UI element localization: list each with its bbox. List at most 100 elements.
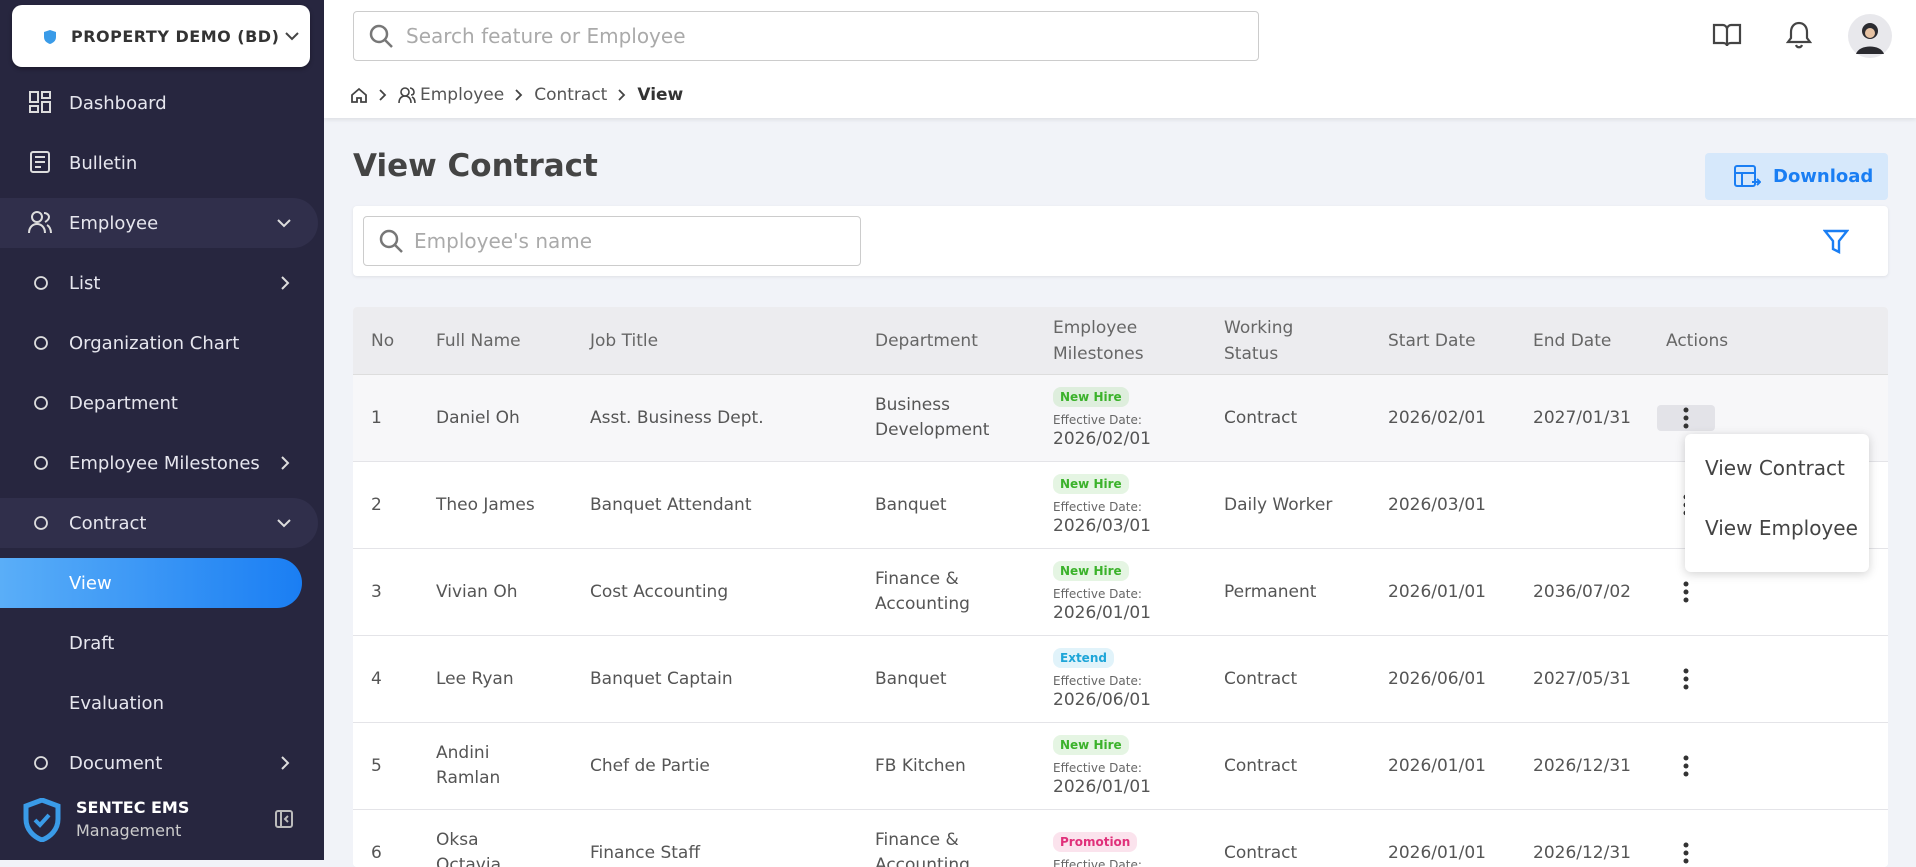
company-logo	[44, 30, 56, 44]
milestone-tag: Promotion	[1053, 832, 1138, 852]
menu-item[interactable]: Bulletin	[0, 138, 318, 188]
menu-label: Draft	[69, 632, 115, 654]
main: Search feature or Employee Employee Contr…	[324, 0, 1916, 867]
cell-department: Banquet	[875, 494, 947, 515]
milestone-tag: New Hire	[1053, 474, 1129, 494]
actions-dropdown: View Contract View Employee	[1685, 434, 1869, 572]
employee-search[interactable]: Employee's name	[363, 216, 861, 266]
app-name: SENTEC EMS	[76, 798, 190, 817]
effective-label: Effective Date:	[1053, 413, 1142, 427]
global-search[interactable]: Search feature or Employee	[353, 11, 1259, 61]
menu-item[interactable]: Draft	[0, 618, 318, 668]
effective-label: Effective Date:	[1053, 858, 1142, 867]
menu-item[interactable]: View	[0, 558, 302, 608]
actions-button[interactable]	[1657, 579, 1715, 605]
notification-button[interactable]	[1786, 20, 1812, 50]
menu-item[interactable]: Document	[0, 738, 318, 788]
sidebar: PROPERTY DEMO (BD) Dashboard Bulletin Empl…	[0, 0, 324, 860]
breadcrumb: Employee Contract View	[350, 83, 683, 107]
cell-name: Lee Ryan	[436, 668, 514, 689]
breadcrumb-item: View	[637, 85, 684, 105]
menu-bullet	[34, 456, 48, 470]
menu-item[interactable]: List	[0, 258, 318, 308]
column-header: Start Date	[1388, 330, 1476, 351]
breadcrumb-item[interactable]: Employee	[420, 85, 505, 105]
cell-end: 2027/01/31	[1533, 408, 1631, 428]
kebab-icon	[1683, 668, 1689, 690]
effective-date: 2026/06/01	[1053, 690, 1151, 710]
actions-button[interactable]	[1657, 840, 1715, 866]
effective-label: Effective Date:	[1053, 500, 1142, 514]
menu-bullet	[34, 396, 48, 410]
cell-start: 2026/01/01	[1388, 843, 1486, 863]
table-row: 2 Theo James Banquet Attendant Banquet New H…	[353, 462, 1888, 549]
cell-department: Finance & Accounting	[875, 569, 970, 614]
menu-icon	[29, 91, 51, 113]
user-avatar[interactable]	[1848, 14, 1892, 58]
milestone-tag: New Hire	[1053, 387, 1129, 407]
effective-date: 2026/01/01	[1053, 603, 1151, 623]
menu-label: Document	[69, 752, 163, 774]
cell-end: 2036/07/02	[1533, 582, 1631, 602]
cell-milestone: New Hire Effective Date: 2026/03/01	[1053, 462, 1151, 548]
download-label: Download	[1773, 166, 1874, 187]
breadcrumb-separator	[515, 89, 523, 101]
cell-end: 2027/05/31	[1533, 669, 1631, 689]
menu-item[interactable]: Employee	[0, 198, 318, 248]
filter-button[interactable]	[1823, 228, 1849, 256]
search-placeholder: Search feature or Employee	[406, 24, 686, 48]
dropdown-item[interactable]: View Contract	[1705, 456, 1845, 480]
cell-status: Permanent	[1224, 582, 1317, 602]
home-icon[interactable]	[350, 86, 368, 104]
collapse-button[interactable]	[275, 810, 293, 828]
chevron-down	[277, 519, 291, 528]
dropdown-item[interactable]: View Employee	[1705, 516, 1858, 540]
top-header: Search feature or Employee Employee Contr…	[324, 0, 1916, 118]
column-header: Full Name	[436, 330, 521, 351]
effective-date: 2026/02/01	[1053, 429, 1151, 449]
cell-start: 2026/06/01	[1388, 669, 1486, 689]
menu-bullet	[34, 276, 48, 290]
column-header: Working Status	[1224, 317, 1294, 364]
company-selector[interactable]: PROPERTY DEMO (BD)	[12, 5, 310, 67]
contract-table: No Full Name Job Title Department Employee M…	[353, 307, 1888, 867]
cell-status: Contract	[1224, 843, 1298, 863]
actions-button[interactable]	[1657, 753, 1715, 779]
menu-bullet	[34, 756, 48, 770]
cell-name: Oksa Octavia	[436, 830, 502, 867]
cell-job: Chef de Partie	[590, 755, 710, 776]
menu-label: Employee	[69, 212, 159, 234]
download-icon	[1734, 164, 1761, 187]
cell-job: Finance Staff	[590, 842, 701, 863]
actions-button[interactable]	[1657, 666, 1715, 692]
cell-start: 2026/01/01	[1388, 582, 1486, 602]
effective-date: 2026/01/01	[1053, 777, 1151, 797]
chevron-right	[281, 276, 290, 290]
guide-button[interactable]	[1712, 22, 1742, 48]
cell-milestone: Extend Effective Date: 2026/06/01	[1053, 636, 1151, 722]
cell-status: Daily Worker	[1224, 495, 1333, 515]
cell-status: Contract	[1224, 669, 1298, 689]
menu-item[interactable]: Organization Chart	[0, 318, 318, 368]
table-row: 5 Andini Ramlan Chef de Partie FB Kitchen Ne…	[353, 723, 1888, 810]
menu-item[interactable]: Department	[0, 378, 318, 428]
menu-item[interactable]: Contract	[0, 498, 318, 548]
search-placeholder: Employee's name	[414, 229, 593, 253]
menu-item[interactable]: Employee Milestones	[0, 438, 318, 488]
actions-button[interactable]	[1657, 405, 1715, 431]
cell-end: 2026/12/31	[1533, 843, 1631, 863]
cell-name: Vivian Oh	[436, 581, 518, 602]
menu-item[interactable]: Dashboard	[0, 78, 318, 128]
table-row: 4 Lee Ryan Banquet Captain Banquet Extend Eff…	[353, 636, 1888, 723]
kebab-icon	[1683, 755, 1689, 777]
cell-department: Banquet	[875, 668, 947, 689]
column-header: Job Title	[590, 330, 659, 351]
breadcrumb-item[interactable]: Contract	[534, 85, 608, 105]
download-button[interactable]: Download	[1705, 153, 1888, 200]
menu-item[interactable]: Evaluation	[0, 678, 318, 728]
cell-no: 1	[371, 407, 382, 428]
cell-no: 6	[371, 842, 382, 863]
chevron-right	[281, 756, 290, 770]
chevron	[285, 32, 299, 41]
